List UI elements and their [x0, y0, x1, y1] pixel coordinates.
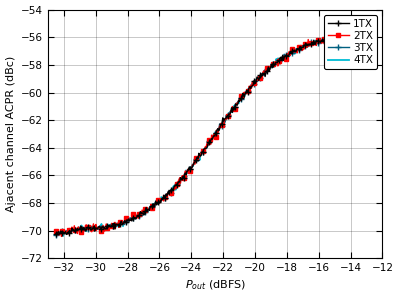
Legend: 1TX, 2TX, 3TX, 4TX: 1TX, 2TX, 3TX, 4TX [324, 15, 377, 69]
1TX [53, 232, 58, 235]
2TX [180, 174, 185, 177]
1TX [180, 175, 185, 178]
3TX [285, 54, 290, 57]
3TX [254, 78, 259, 82]
3TX [92, 227, 97, 230]
1TX [255, 75, 259, 79]
1TX [93, 229, 97, 232]
3TX [53, 233, 58, 237]
3TX [371, 29, 376, 33]
4TX [53, 233, 58, 236]
Y-axis label: Ajacent channel ACPR (dBc): Ajacent channel ACPR (dBc) [6, 56, 16, 212]
4TX [286, 52, 290, 55]
2TX [53, 229, 58, 233]
2TX [93, 227, 97, 231]
1TX [367, 29, 372, 32]
3TX [283, 53, 288, 57]
1TX [64, 233, 69, 236]
3TX [180, 176, 184, 180]
2TX [372, 29, 377, 32]
1TX [286, 54, 290, 57]
2TX [255, 78, 259, 82]
2TX [59, 235, 64, 238]
1TX [284, 55, 289, 58]
4TX [61, 234, 65, 238]
3TX [157, 199, 162, 203]
2TX [371, 28, 376, 32]
4TX [158, 199, 163, 203]
Line: 3TX: 3TX [53, 28, 377, 238]
1TX [158, 198, 163, 202]
4TX [93, 228, 97, 231]
4TX [180, 176, 185, 179]
2TX [286, 53, 290, 57]
Line: 4TX: 4TX [56, 30, 375, 236]
1TX [372, 29, 377, 33]
Line: 2TX: 2TX [54, 28, 377, 238]
4TX [255, 78, 259, 82]
Line: 1TX: 1TX [53, 28, 377, 237]
2TX [284, 52, 289, 56]
2TX [158, 199, 163, 203]
X-axis label: $P_{out}$ (dBFS): $P_{out}$ (dBFS) [185, 279, 246, 292]
4TX [284, 53, 289, 57]
4TX [372, 31, 377, 35]
3TX [372, 32, 377, 36]
4TX [368, 29, 373, 32]
